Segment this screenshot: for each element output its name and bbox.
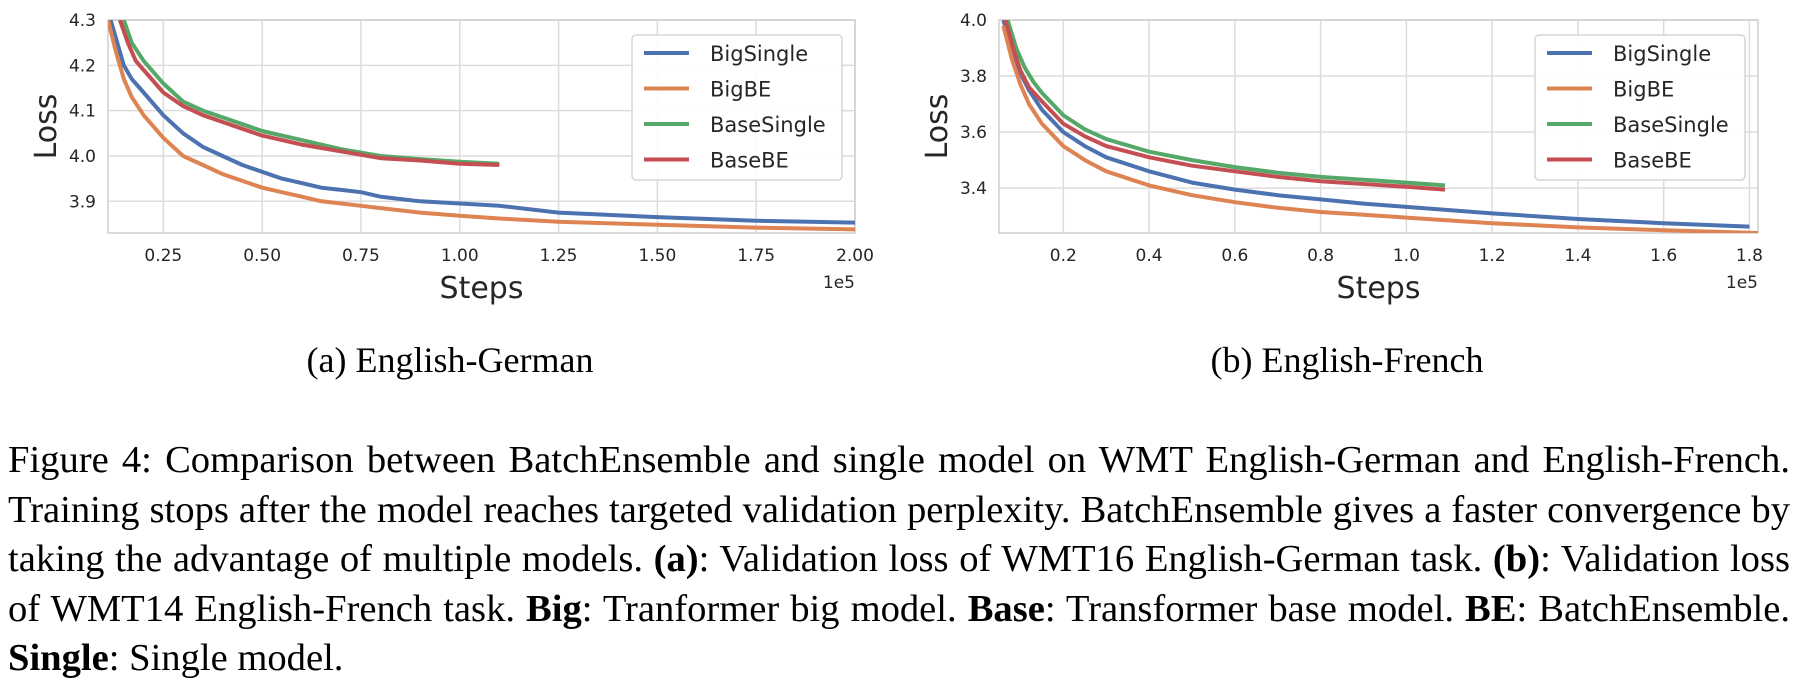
y-tick-label: 3.6 <box>960 123 987 143</box>
x-tick-label: 1.75 <box>737 246 775 266</box>
series-line-basebe <box>1003 20 1446 192</box>
figure: 0.25 0.50 0.75 1.00 1.25 1.50 1.75 2.00 3.9 4.0 4.… <box>29 11 1763 380</box>
plot-frame <box>998 19 1759 234</box>
x-tick-label: 0.75 <box>342 246 380 266</box>
x-tick-label: 1.2 <box>1479 246 1506 266</box>
x-tick-label: 1.50 <box>638 246 676 266</box>
x-tick-label: 0.6 <box>1221 246 1248 266</box>
caption-base-text: : Transformer base model. <box>1044 587 1466 630</box>
y-axis-label: Loss <box>920 94 955 160</box>
x-tick-label: 1.4 <box>1564 246 1591 266</box>
legend-label: BaseBE <box>1613 149 1692 173</box>
caption-be-text: : BatchEnsemble. <box>1516 587 1791 630</box>
caption-b-label: (b) <box>1492 538 1541 580</box>
y-tick-label: 4.3 <box>69 11 96 31</box>
y-tick-label: 3.4 <box>960 179 987 199</box>
legend: BigSingle BigBE BaseSingle BaseBE <box>631 34 843 181</box>
caption-be-label: BE <box>1465 587 1517 630</box>
y-tick-label: 3.9 <box>69 192 96 212</box>
x-tick-label: 1.0 <box>1393 246 1420 266</box>
legend-label: BaseSingle <box>710 113 826 137</box>
caption-single-label: Single <box>8 637 109 679</box>
series-line-basesingle <box>1005 20 1446 188</box>
legend-box <box>1534 34 1746 181</box>
y-tick-label: 4.0 <box>69 147 96 167</box>
caption-big-label: Big <box>526 587 582 630</box>
x-tick-label: 1.00 <box>441 246 479 266</box>
legend-box <box>631 34 843 181</box>
x-tick-label: 1.6 <box>1650 246 1677 266</box>
legend-label: BigBE <box>1613 78 1674 102</box>
legend-label: BigSingle <box>710 42 808 66</box>
y-tick-label: 3.8 <box>960 67 987 87</box>
caption-a-text: : Validation loss of WMT16 English-Germa… <box>698 538 1493 580</box>
x-tick-label: 0.4 <box>1136 246 1163 266</box>
x-axis-label: Steps <box>440 271 524 306</box>
legend-label: BigSingle <box>1613 42 1711 66</box>
y-tick-label: 4.1 <box>69 102 96 122</box>
legend-label: BaseBE <box>710 149 789 173</box>
subfigure-caption: (a) English-German <box>307 340 594 380</box>
caption-big-text: : Tranformer big model. <box>581 587 968 630</box>
y-tick-label: 4.2 <box>69 56 96 76</box>
caption-base-label: Base <box>967 587 1045 630</box>
legend-label: BaseSingle <box>1613 113 1729 137</box>
plot-frame <box>107 19 856 234</box>
caption-intro: Figure 4: Comparison between BatchEnsemb… <box>8 439 1790 580</box>
x-tick-label: 1.8 <box>1736 246 1763 266</box>
legend-label: BigBE <box>710 78 771 102</box>
series-line-basesingle <box>121 20 500 166</box>
subfigure-caption: (b) English-French <box>1211 340 1484 380</box>
y-axis-label: Loss <box>29 94 64 160</box>
x-tick-label: 0.8 <box>1307 246 1334 266</box>
chart-panel-a: 0.25 0.50 0.75 1.00 1.25 1.50 1.75 2.00 3.9 4.0 4.… <box>29 11 874 380</box>
series-line-bigbe <box>108 20 855 232</box>
caption-single-text: : Single model. <box>108 637 344 679</box>
series-line-bigbe <box>1001 25 1758 233</box>
caption-b-text: : Validation loss of WMT14 English-Frenc… <box>8 538 1790 630</box>
x-offset-label: 1e5 <box>823 273 855 293</box>
x-tick-label: 0.25 <box>144 246 182 266</box>
x-tick-label: 1.25 <box>540 246 578 266</box>
legend: BigSingle BigBE BaseSingle BaseBE <box>1534 34 1746 181</box>
x-axis-label: Steps <box>1337 271 1421 306</box>
figure-caption: Figure 4: Comparison between BatchEnsemb… <box>8 436 1790 684</box>
x-tick-label: 0.2 <box>1050 246 1077 266</box>
x-tick-label: 0.50 <box>243 246 281 266</box>
y-tick-label: 4.0 <box>960 11 987 31</box>
x-offset-label: 1e5 <box>1726 273 1758 293</box>
chart-panel-b: 0.2 0.4 0.6 0.8 1.0 1.2 1.4 1.6 1.8 3.4 3.6 3.8 4.0 S… <box>920 11 1763 380</box>
series-line-bigsingle <box>108 20 855 225</box>
x-tick-label: 2.00 <box>836 246 874 266</box>
caption-a-label: (a) <box>653 538 699 580</box>
series-line-basebe <box>118 20 500 167</box>
